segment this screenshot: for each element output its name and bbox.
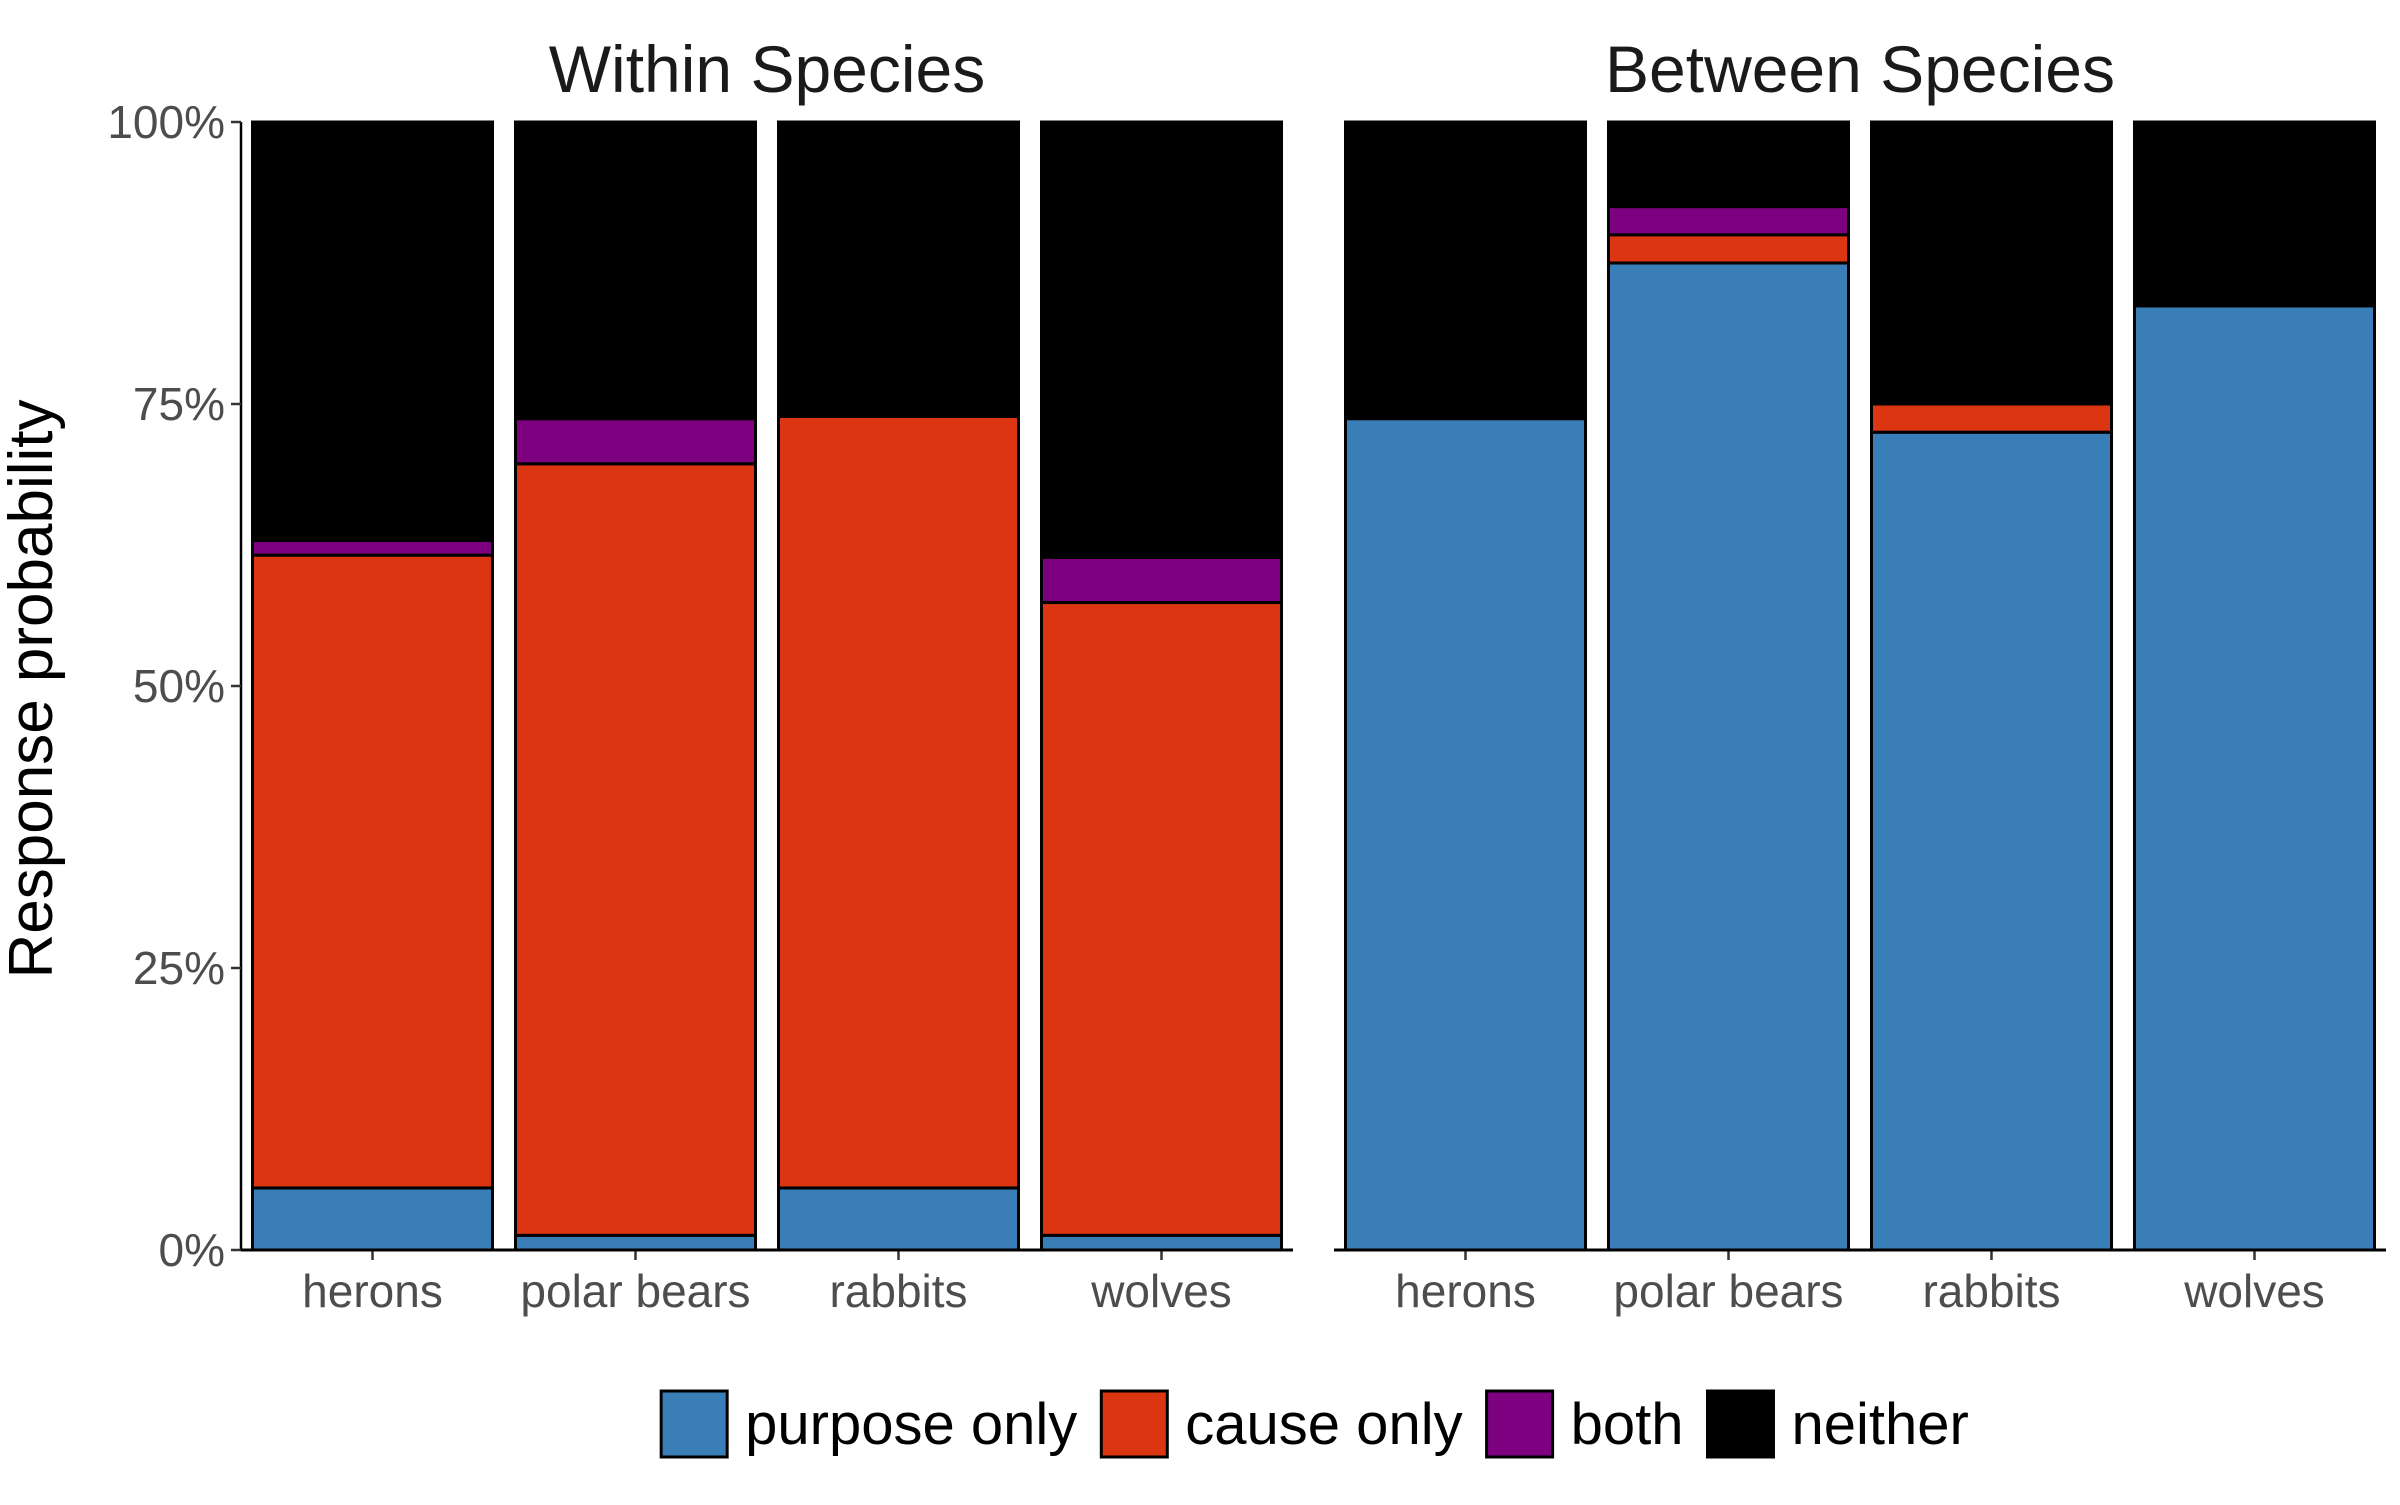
bar-segment-neither-rabbits xyxy=(777,120,1020,418)
y-axis-title: Response probability xyxy=(0,399,66,978)
bar-segment-cause-only-polar-bears xyxy=(514,462,757,1237)
x-tick-label: rabbits xyxy=(829,1265,967,1317)
bar-segment-cause-only-polar-bears xyxy=(1607,233,1850,265)
bar-segment-neither-wolves xyxy=(1040,120,1283,559)
legend-label: both xyxy=(1571,1392,1684,1457)
legend-swatch xyxy=(1485,1389,1555,1459)
y-tick-label: 100% xyxy=(107,96,225,148)
x-tick-label: polar bears xyxy=(1613,1265,1843,1317)
bar-segment-purpose-only-wolves xyxy=(1040,1233,1283,1252)
legend-item-purpose-only: purpose only xyxy=(659,1389,1077,1459)
bar-segment-purpose-only-rabbits xyxy=(1870,430,2113,1252)
bar-segment-neither-herons xyxy=(251,120,494,542)
bar-segment-both-polar-bears xyxy=(514,417,757,466)
bar-segment-neither-herons xyxy=(1344,120,1587,421)
bar-segment-both-herons xyxy=(251,538,494,557)
bar-segment-purpose-only-rabbits xyxy=(777,1186,1020,1252)
y-tick-label: 0% xyxy=(159,1224,225,1276)
bar-segment-purpose-only-polar-bears xyxy=(1607,261,1850,1252)
legend-item-both: both xyxy=(1485,1389,1684,1459)
legend-label: cause only xyxy=(1185,1392,1462,1457)
bar-segment-neither-polar-bears xyxy=(514,120,757,421)
legend-swatch xyxy=(1099,1389,1169,1459)
bar-segment-neither-wolves xyxy=(2133,120,2376,308)
bar-segment-purpose-only-herons xyxy=(1344,417,1587,1252)
bar-segment-cause-only-wolves xyxy=(1040,601,1283,1237)
panel-title: Between Species xyxy=(1605,32,2115,106)
legend-label: purpose only xyxy=(745,1392,1077,1457)
x-tick-label: polar bears xyxy=(520,1265,750,1317)
bar-segment-neither-rabbits xyxy=(1870,120,2113,406)
bar-segment-purpose-only-wolves xyxy=(2133,304,2376,1252)
panel-title: Within Species xyxy=(549,32,986,106)
x-tick-label: wolves xyxy=(1090,1265,1232,1317)
bar-segment-purpose-only-herons xyxy=(251,1186,494,1252)
bar-segment-cause-only-rabbits xyxy=(777,414,1020,1190)
panels: Within Species herons polar bears rabbits wo… xyxy=(241,32,2386,1317)
panel-within-species: Within Species herons polar bears rabbits wo… xyxy=(241,32,1293,1317)
bar-segment-cause-only-rabbits xyxy=(1870,402,2113,434)
legend-label: neither xyxy=(1791,1392,1968,1457)
bar-segment-both-polar-bears xyxy=(1607,205,1850,237)
bar-segment-both-wolves xyxy=(1040,555,1283,605)
legend-item-neither: neither xyxy=(1705,1389,1969,1459)
x-tick-label: herons xyxy=(1395,1265,1536,1317)
y-axis: 0% 25% 50% 75% 100% xyxy=(107,96,243,1276)
x-tick-label: rabbits xyxy=(1922,1265,2060,1317)
legend-swatch xyxy=(1705,1389,1775,1459)
panel-between-species: Between Species herons polar bears rabbits w… xyxy=(1334,32,2386,1317)
y-tick-label: 75% xyxy=(133,378,225,430)
x-tick-label: wolves xyxy=(2183,1265,2325,1317)
bar-segment-purpose-only-polar-bears xyxy=(514,1233,757,1252)
legend: purpose only cause only both neither xyxy=(659,1389,1969,1459)
bar-segment-cause-only-herons xyxy=(251,553,494,1190)
y-tick-label: 50% xyxy=(133,660,225,712)
x-tick-label: herons xyxy=(302,1265,443,1317)
legend-item-cause-only: cause only xyxy=(1099,1389,1463,1459)
bar-segment-neither-polar-bears xyxy=(1607,120,1850,209)
legend-swatch xyxy=(659,1389,729,1459)
y-tick-label: 25% xyxy=(133,942,225,994)
